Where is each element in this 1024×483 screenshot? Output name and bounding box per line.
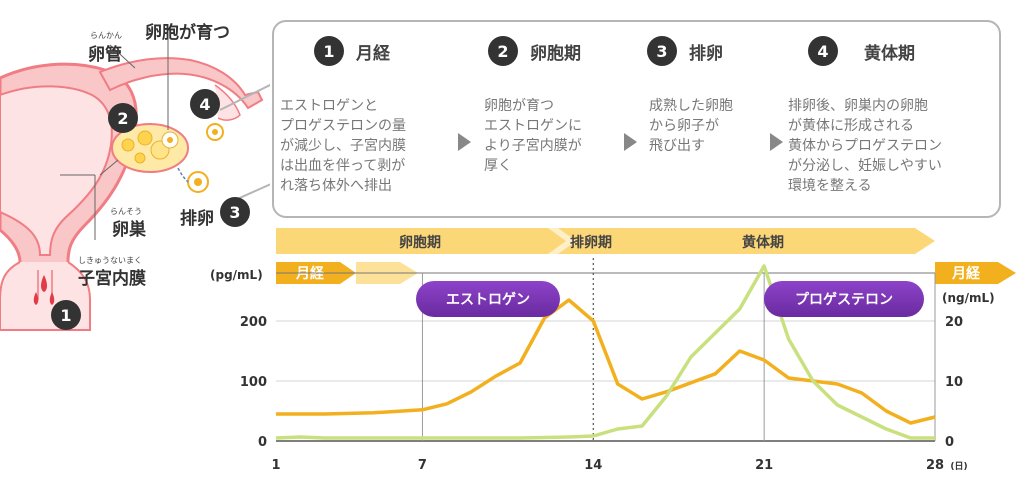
right-axis-unit: (ng/mL) xyxy=(942,291,995,305)
y-right-tick-label: 0 xyxy=(945,435,954,450)
phase-3-description: 成熟した卵胞 から卵子が 飛び出す xyxy=(649,98,733,154)
arrow-right-icon xyxy=(458,133,471,151)
ovulation-label: 排卵 xyxy=(180,209,214,229)
marker-2: 2 xyxy=(108,103,138,133)
arrow-right-icon xyxy=(624,133,637,151)
phase-band-luteal: 黄体期 xyxy=(742,234,784,251)
y-right-tick-label: 20 xyxy=(945,315,963,330)
y-left-tick-label: 100 xyxy=(240,375,267,390)
phase-1-number: 1 xyxy=(314,36,344,66)
y-left-tick-label: 200 xyxy=(240,315,267,330)
uterus-drawing xyxy=(0,38,281,331)
menstruation-label-right: 月経 xyxy=(951,265,981,282)
phase-band-ovulation: 排卵期 xyxy=(570,234,612,251)
phase-band-arrow xyxy=(276,228,935,254)
oviduct-label: 卵管 xyxy=(88,45,122,65)
x-tick-label: 14 xyxy=(584,458,602,473)
phase-3-number: 3 xyxy=(647,36,677,66)
x-tick-label: 7 xyxy=(418,458,427,473)
x-axis-unit: (日) xyxy=(950,461,967,472)
phase-4-description: 排卵後、卵巣内の卵胞 が黄体に形成される 黄体からプロゲステロン が分泌し、妊娠… xyxy=(788,98,942,194)
phase-1-header: 1 月経 xyxy=(314,36,390,66)
phase-2-description: 卵胞が育つ エストロゲンに より子宮内膜が 厚く xyxy=(484,98,582,174)
phase-2-header: 2 卵胞期 xyxy=(488,36,581,66)
arrow-right-icon xyxy=(770,133,783,151)
y-right-tick-label: 10 xyxy=(945,375,963,390)
ovary-ruby: らんそう xyxy=(110,207,142,216)
x-tick-label: 21 xyxy=(755,458,773,473)
y-left-tick-label: 0 xyxy=(258,435,267,450)
phase-band-divider xyxy=(548,228,576,254)
phase-description-panel: 1 月経 エストロゲンと プロゲステロンの量 が減少し、子宮内膜 は出血を伴って… xyxy=(272,20,1001,218)
anatomy-illustration: らんかん 卵管 卵胞が育つ らんそう 卵巣 しきゅうないまく 子宮内膜 排卵 2… xyxy=(0,0,281,479)
marker-1: 1 xyxy=(51,300,81,330)
x-tick-label: 1 xyxy=(271,458,280,473)
progesterone-line xyxy=(275,264,935,440)
estrogen-line xyxy=(276,298,936,425)
menstruation-arrow-right xyxy=(935,262,1016,284)
phase-4-title: 黄体期 xyxy=(864,43,915,64)
follicle-growth-label: 卵胞が育つ xyxy=(145,23,230,43)
x-tick-label: 28 xyxy=(926,458,944,473)
left-axis-unit: (pg/mL) xyxy=(210,268,263,282)
estrogen-label-badge: エストロゲン xyxy=(416,281,560,317)
phase-band-follicular: 卵胞期 xyxy=(399,234,441,251)
phase-3-header: 3 排卵 xyxy=(647,36,723,66)
marker-4: 4 xyxy=(190,89,220,119)
phase-4-header: 4 黄体期 xyxy=(808,36,915,66)
oviduct-ruby: らんかん xyxy=(90,31,122,40)
phase-1-title: 月経 xyxy=(356,43,390,64)
marker-3: 3 xyxy=(220,197,250,227)
phase-3-title: 排卵 xyxy=(689,43,723,64)
phase-1-description: エストロゲンと プロゲステロンの量 が減少し、子宮内膜 は出血を伴って剥が れ落… xyxy=(280,98,406,194)
progesterone-label-badge: プロゲステロン xyxy=(764,281,924,317)
phase-2-number: 2 xyxy=(488,36,518,66)
endometrium-ruby: しきゅうないまく xyxy=(78,256,142,265)
phase-2-title: 卵胞期 xyxy=(530,43,581,64)
phase-4-number: 4 xyxy=(808,36,838,66)
endometrium-label: 子宮内膜 xyxy=(78,269,146,289)
ovary-label: 卵巣 xyxy=(112,220,146,240)
